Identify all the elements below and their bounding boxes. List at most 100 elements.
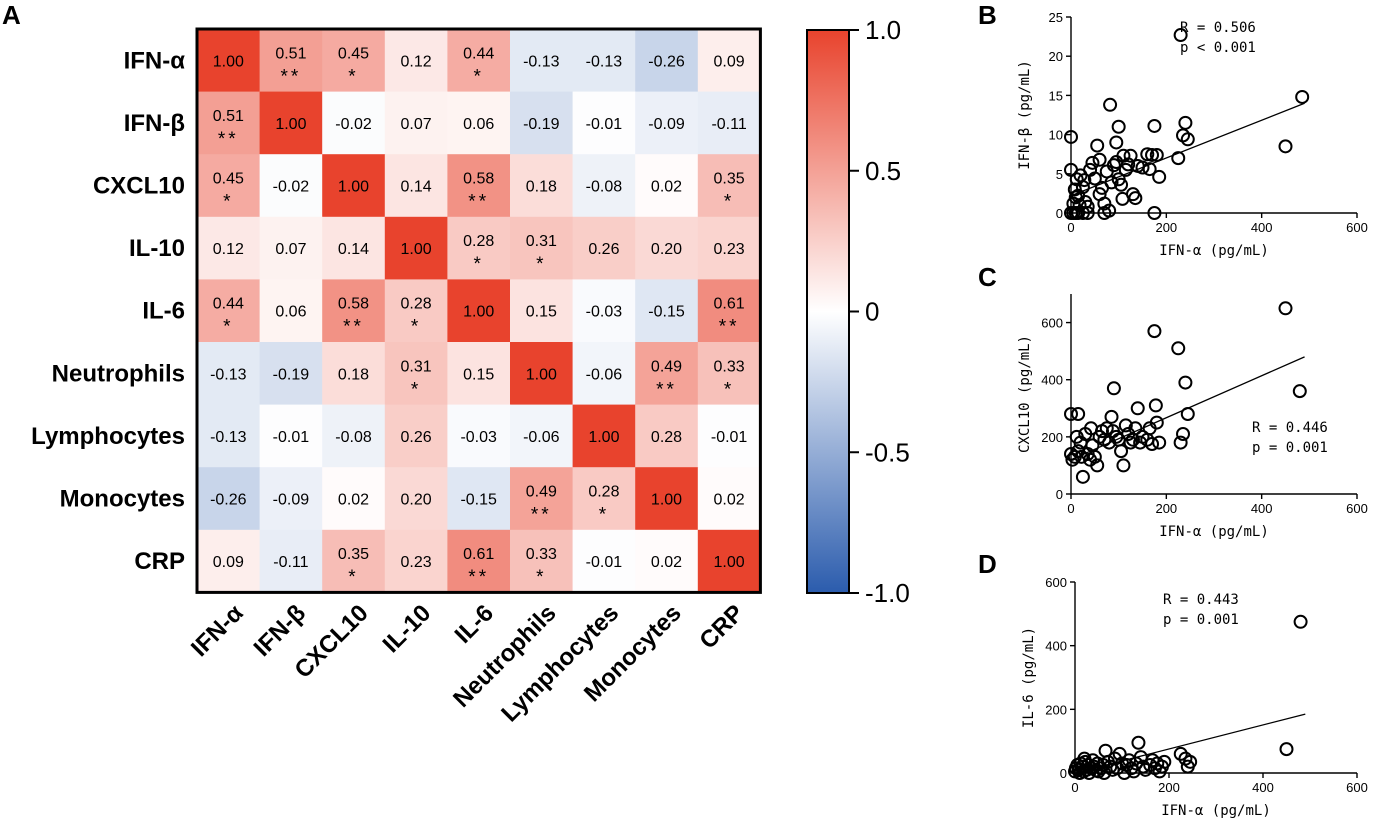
heatmap-cell-value: -0.06 — [586, 366, 623, 383]
scatter-point — [1147, 118, 1162, 133]
heatmap-cell — [447, 529, 511, 593]
heatmap-cell-value: 0.02 — [651, 554, 682, 571]
heatmap-cell — [384, 404, 448, 468]
scatter-panel-c: 0 200 400 600 0 200 400 600 IFN-α (pg/mL) CXCL10 … — [1017, 294, 1368, 540]
heatmap-cell — [635, 154, 699, 218]
heatmap-row-label: IL-10 — [129, 235, 185, 262]
x-tick-label: 600 — [1346, 220, 1368, 235]
heatmap-cell-value: -0.01 — [711, 429, 748, 446]
heatmap-cell — [322, 154, 386, 218]
colorbar-tick-label: 0.5 — [865, 156, 901, 186]
heatmap-cell — [572, 216, 636, 280]
scatter-point — [1183, 754, 1198, 769]
significance-marker: * — [599, 505, 609, 526]
significance-marker: * — [348, 66, 358, 87]
heatmap-cell-value: 0.15 — [463, 366, 494, 383]
x-tick-label: 200 — [1155, 501, 1177, 516]
heatmap-cell — [447, 29, 511, 93]
scatter-point — [1090, 458, 1105, 473]
heatmap-cell — [384, 91, 448, 155]
heatmap-cell — [322, 91, 386, 155]
scatter-point — [1178, 115, 1193, 130]
colorbar-tick-label: -1.0 — [865, 578, 910, 608]
colorbar-tick-label: -0.5 — [865, 437, 910, 467]
heatmap-cell — [384, 216, 448, 280]
heatmap-cell-value: 0.49 — [526, 484, 557, 501]
heatmap-cell-value: -0.11 — [273, 554, 308, 571]
y-tick-label: 600 — [1045, 575, 1067, 590]
significance-marker: ** — [281, 66, 302, 87]
heatmap-cell-value: 0.26 — [401, 429, 432, 446]
x-tick-label: 600 — [1346, 501, 1368, 516]
significance-marker: * — [536, 254, 546, 275]
significance-marker: * — [724, 379, 734, 400]
scatter-point — [1131, 735, 1146, 750]
heatmap-cell-value: 0.58 — [463, 171, 494, 188]
significance-marker: * — [223, 192, 233, 213]
heatmap-cell — [510, 467, 574, 531]
heatmap-cell — [197, 404, 261, 468]
heatmap-cell — [697, 29, 761, 93]
scatter-point — [1114, 444, 1129, 459]
heatmap-cell — [384, 529, 448, 593]
heatmap-cell — [197, 279, 261, 343]
heatmap-cell-value: 0.45 — [338, 45, 369, 62]
heatmap-cell-value: -0.01 — [586, 554, 623, 571]
stat-p: p = 0.001 — [1163, 612, 1239, 628]
heatmap-cell — [259, 91, 323, 155]
significance-marker: * — [223, 317, 233, 338]
significance-marker: * — [411, 317, 421, 338]
heatmap-cell — [635, 404, 699, 468]
heatmap-cell-value: 0.09 — [213, 554, 244, 571]
heatmap-cell-value: 0.51 — [275, 45, 306, 62]
scatter-point — [1157, 754, 1172, 769]
heatmap-col-label: IFN-α — [186, 599, 249, 662]
scatter-point — [1087, 449, 1102, 464]
heatmap-cell-value: -0.09 — [273, 492, 310, 509]
heatmap-cell — [572, 29, 636, 93]
scatter-point — [1148, 398, 1163, 413]
x-tick-label: 200 — [1158, 780, 1180, 795]
heatmap-cell-value: -0.06 — [523, 429, 560, 446]
heatmap-cell — [197, 467, 261, 531]
heatmap-cell — [635, 279, 699, 343]
scatter-point — [1116, 458, 1131, 473]
heatmap-cell — [259, 29, 323, 93]
heatmap-cell-value: 0.35 — [714, 171, 745, 188]
heatmap-cell — [635, 216, 699, 280]
significance-marker: ** — [343, 317, 364, 338]
significance-marker: ** — [468, 567, 489, 588]
scatter-point — [1173, 746, 1188, 761]
panel-letter-d: D — [978, 549, 997, 579]
scatter-point — [1097, 196, 1112, 211]
heatmap-cell-value: 0.09 — [714, 53, 745, 70]
scatter-point — [1152, 169, 1167, 184]
heatmap-cell — [197, 216, 261, 280]
scatter-point — [1152, 435, 1167, 450]
heatmap-cell — [197, 91, 261, 155]
significance-marker: * — [473, 254, 483, 275]
scatter-point — [1118, 418, 1133, 433]
heatmap-cell-value: 1.00 — [588, 429, 619, 446]
heatmap-cell — [697, 529, 761, 593]
scatter-point — [1173, 28, 1188, 43]
heatmap-cell — [447, 279, 511, 343]
heatmap-cell-value: 0.07 — [401, 116, 432, 133]
heatmap-cell-value: -0.15 — [460, 492, 497, 509]
stat-p: p = 0.001 — [1252, 440, 1328, 456]
heatmap-cell-value: -0.13 — [210, 429, 247, 446]
scatter-point — [1123, 435, 1138, 450]
heatmap-cell — [447, 91, 511, 155]
heatmap-row-label: IFN-β — [124, 110, 185, 137]
heatmap-cell — [697, 279, 761, 343]
heatmap-row-label: IL-6 — [142, 298, 185, 325]
scatter-point — [1147, 206, 1162, 220]
heatmap-cell — [384, 467, 448, 531]
heatmap-cell — [197, 154, 261, 218]
scatter-point — [1110, 761, 1125, 776]
heatmap-cell-value: 0.28 — [588, 484, 619, 501]
heatmap-cell-value: 0.61 — [714, 296, 745, 313]
x-tick-label: 200 — [1155, 220, 1177, 235]
heatmap-cell — [697, 467, 761, 531]
heatmap-cell — [510, 154, 574, 218]
